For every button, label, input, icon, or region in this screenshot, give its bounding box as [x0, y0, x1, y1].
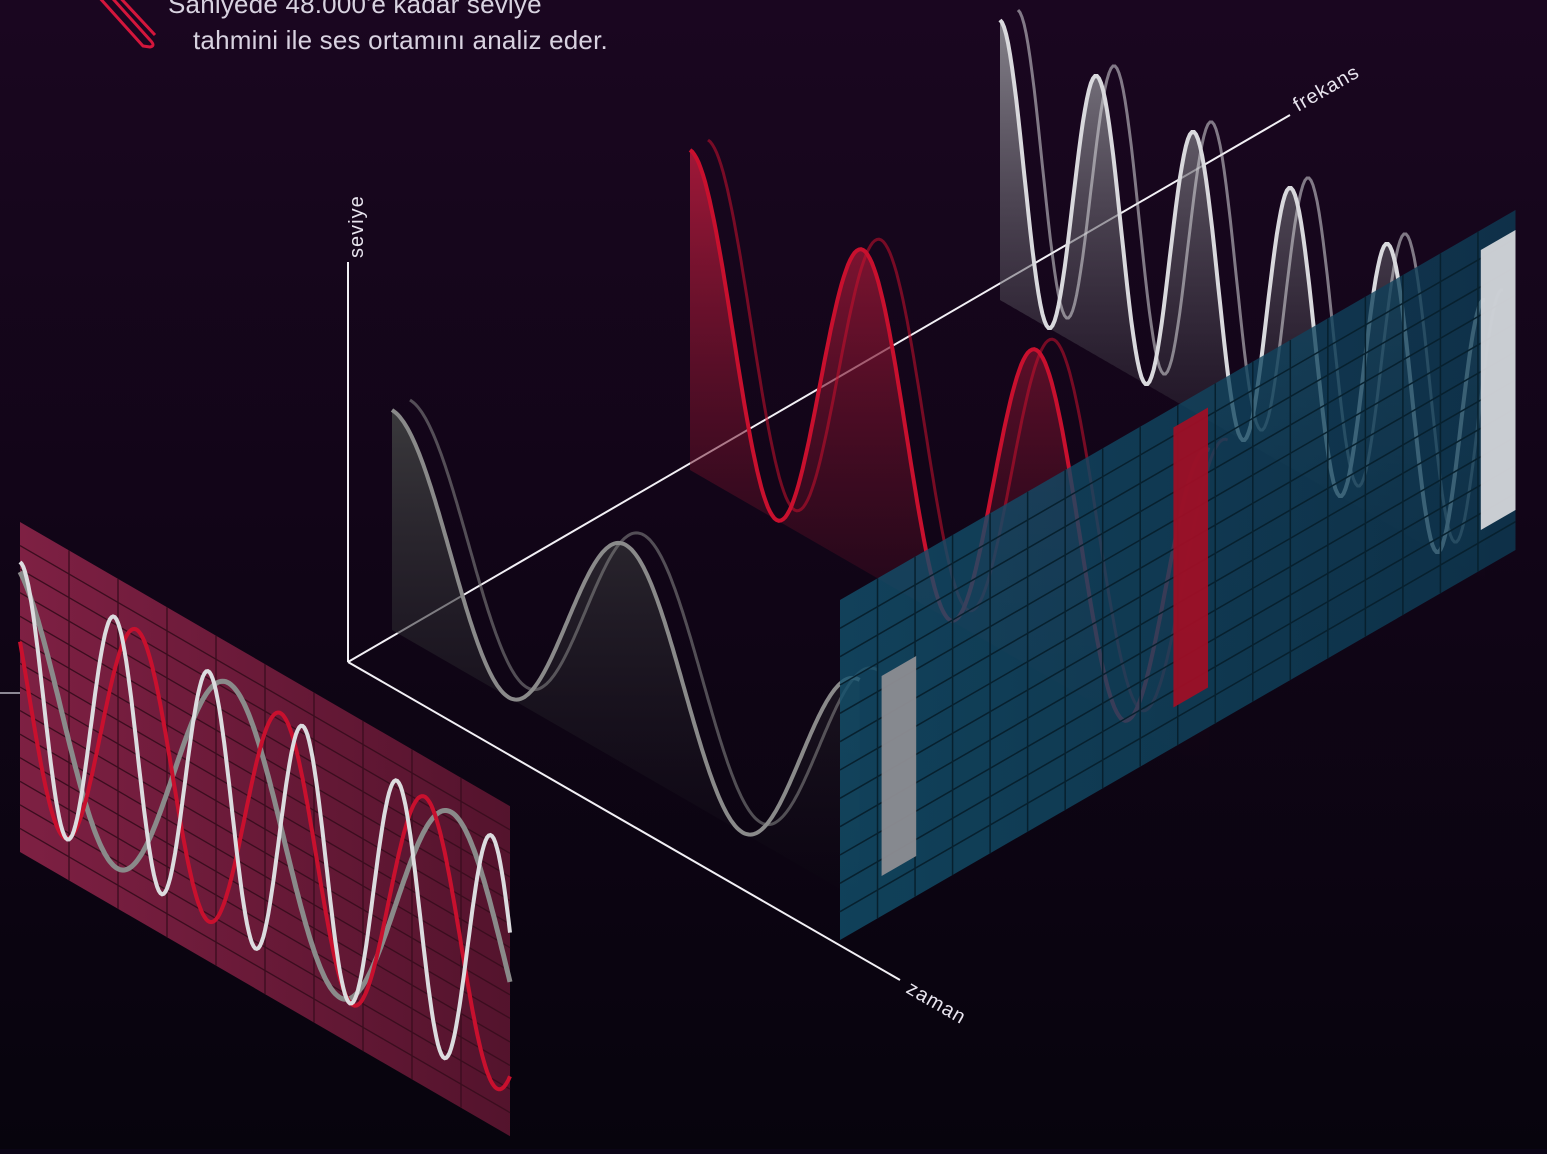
- panel-row-line: [19, 710, 511, 996]
- panel-row-line: [19, 827, 511, 1114]
- time-axis-line: [347, 661, 901, 981]
- panel-row-line: [19, 568, 511, 854]
- caption: Saniyede 48.000'e kadar seviye tahmini i…: [168, 0, 688, 58]
- panel-row-line: [19, 545, 511, 831]
- panel-row-line: [19, 662, 511, 949]
- red-spectrum-bar: [1173, 407, 1208, 708]
- combined-waveform-panel: [17, 522, 513, 1137]
- panel-red-wave: [18, 626, 512, 1092]
- dark-wave-line: [390, 408, 861, 837]
- dark-wave-area: [392, 410, 860, 900]
- caption-line-2: tahmini ile ses ortamını analiz eder.: [193, 25, 608, 55]
- level-axis-label: seviye: [346, 195, 368, 258]
- microphone-icon: [99, 0, 157, 49]
- gray-spectrum-bar: [881, 656, 917, 876]
- caption-line-1: Saniyede 48.000'e kadar seviye: [168, 0, 542, 19]
- spectrogram-grid: [839, 210, 1516, 940]
- panel-dark-wave: [17, 570, 513, 1002]
- grid-row-line: [839, 521, 1516, 913]
- panel-light-wave: [18, 560, 512, 1061]
- dark-wave-ribbon-edge: [409, 398, 879, 827]
- light-spectrum-bar: [1480, 230, 1516, 530]
- panel-row-line: [19, 639, 511, 925]
